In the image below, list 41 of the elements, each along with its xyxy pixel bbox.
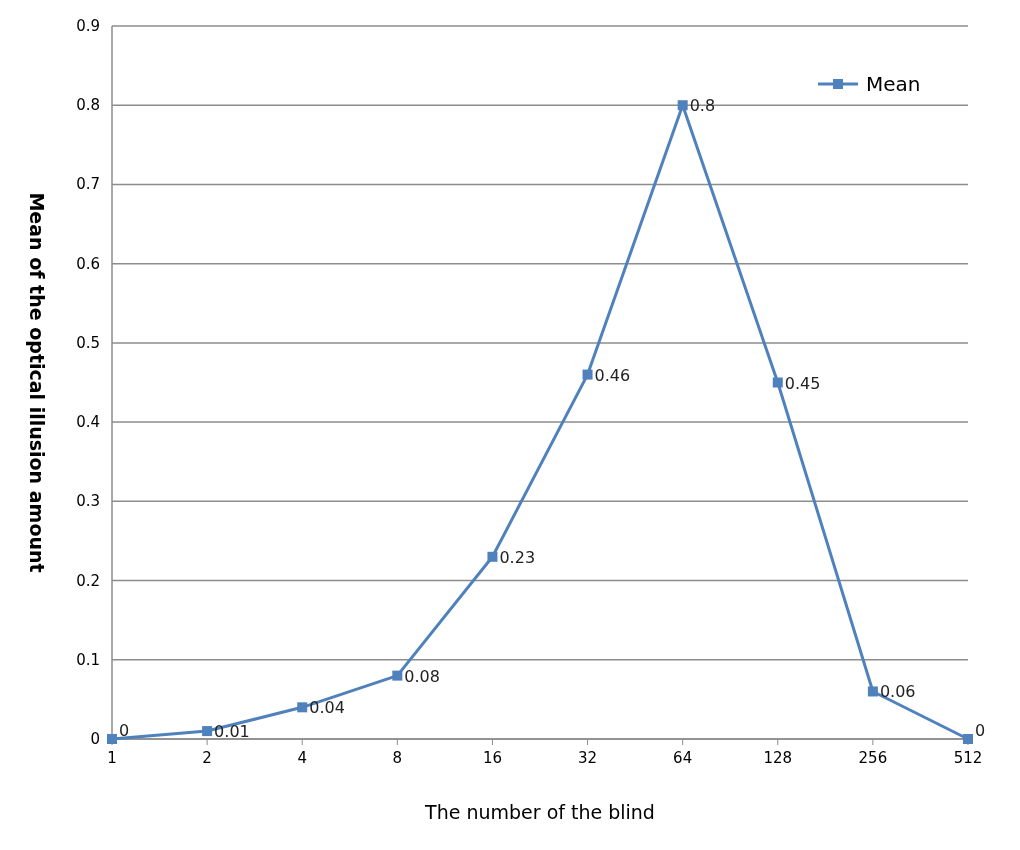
point xyxy=(772,377,783,388)
point xyxy=(392,670,403,681)
data-label: 0.04 xyxy=(309,698,345,718)
data-label: 0.01 xyxy=(214,722,250,742)
y-tick-label: 0.6 xyxy=(76,254,100,273)
x-axis-title: The number of the blind xyxy=(424,801,655,823)
x-tick-label: 256 xyxy=(858,749,888,767)
point xyxy=(297,702,308,713)
y-tick-label: 0.5 xyxy=(76,333,100,352)
y-tick-label: 0.8 xyxy=(76,96,100,115)
x-tick-label: 2 xyxy=(202,749,212,767)
y-tick-label: 0 xyxy=(90,730,100,748)
x-tick-label: 32 xyxy=(578,749,598,767)
x-tick-label: 512 xyxy=(953,749,983,767)
point xyxy=(202,726,213,737)
data-label: 0.06 xyxy=(879,682,916,702)
data-label: 0 xyxy=(119,721,130,740)
y-tick-label: 0.2 xyxy=(76,571,100,590)
point xyxy=(867,686,878,697)
data-label: 0 xyxy=(975,721,986,740)
x-tick-label: 64 xyxy=(673,749,693,767)
x-tick-label: 16 xyxy=(482,749,502,767)
legend-label: Mean xyxy=(866,72,921,96)
point xyxy=(582,369,593,380)
x-tick-label: 8 xyxy=(392,749,403,767)
y-tick-label: 0.3 xyxy=(76,492,100,511)
data-label: 0.45 xyxy=(784,373,821,393)
y-tick-label: 0.9 xyxy=(76,17,100,35)
point xyxy=(487,551,498,562)
data-label: 0.8 xyxy=(689,96,716,116)
data-label: 0.08 xyxy=(404,666,440,686)
x-tick-label: 128 xyxy=(763,749,793,767)
y-tick-label: 0.4 xyxy=(76,413,100,432)
y-axis-title: Mean of the optical illusion amount xyxy=(26,192,48,573)
point xyxy=(677,100,688,111)
data-label: 0.23 xyxy=(499,547,536,567)
y-tick-label: 0.7 xyxy=(76,175,100,194)
x-tick-label: 4 xyxy=(297,749,307,767)
x-tick-label: 1 xyxy=(107,749,117,767)
y-tick-label: 0.1 xyxy=(76,650,100,669)
data-label: 0.46 xyxy=(594,365,631,385)
